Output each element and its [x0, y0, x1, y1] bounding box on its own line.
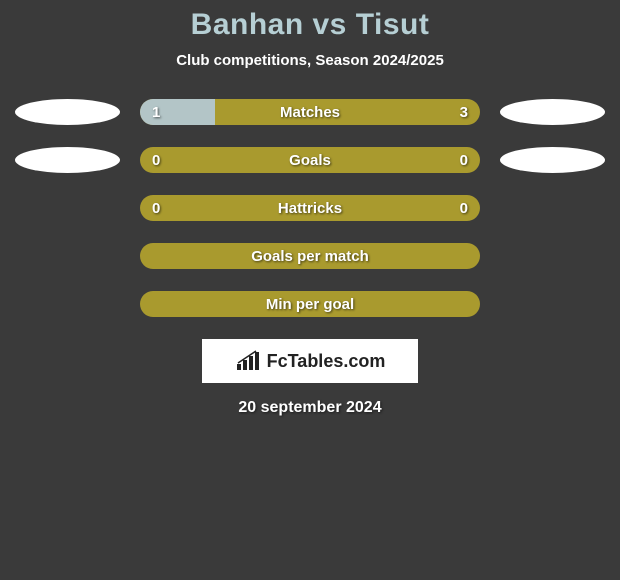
stat-rows: Matches13Goals00Hattricks00Goals per mat…	[0, 99, 620, 317]
stat-value-right: 3	[460, 99, 468, 125]
stat-value-right: 0	[460, 195, 468, 221]
stat-bar: Matches1 3	[140, 99, 480, 125]
stat-value-left: 1	[152, 99, 160, 125]
stat-bar: Hattricks0 0	[140, 195, 480, 221]
chart-icon	[235, 350, 263, 372]
stat-label: Goals per match	[140, 243, 480, 269]
stat-bar: Goals0 0	[140, 147, 480, 173]
page-subtitle: Club competitions, Season 2024/2025	[0, 52, 620, 69]
stat-bar: Min per goal	[140, 291, 480, 317]
stat-value-left: 0	[152, 147, 160, 173]
player-bubble-right	[500, 99, 605, 125]
stat-row: Matches1 3	[0, 99, 620, 125]
stat-label: Hattricks	[140, 195, 480, 221]
stat-label: Goals	[140, 147, 480, 173]
stat-bar: Goals per match	[140, 243, 480, 269]
logo-box: FcTables.com	[202, 339, 418, 383]
stat-row: Goals per match	[0, 243, 620, 269]
player-bubble-right	[500, 147, 605, 173]
stat-label: Min per goal	[140, 291, 480, 317]
player-bubble-left	[15, 147, 120, 173]
stat-value-left: 0	[152, 195, 160, 221]
date-text: 20 september 2024	[0, 399, 620, 417]
player-bubble-left	[15, 99, 120, 125]
stat-label: Matches	[140, 99, 480, 125]
page-title: Banhan vs Tisut	[0, 8, 620, 42]
stat-row: Min per goal	[0, 291, 620, 317]
stat-row: Goals0 0	[0, 147, 620, 173]
stat-value-right: 0	[460, 147, 468, 173]
infographic-container: Banhan vs Tisut Club competitions, Seaso…	[0, 0, 620, 580]
stat-row: Hattricks0 0	[0, 195, 620, 221]
logo-text: FcTables.com	[267, 351, 386, 372]
